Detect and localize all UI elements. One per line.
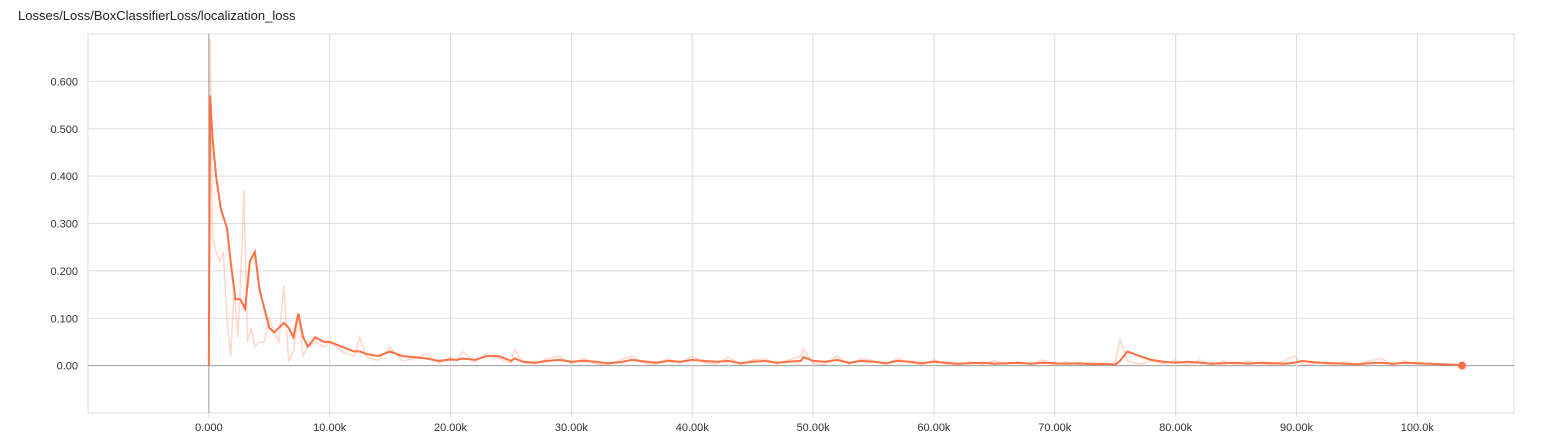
x-tick-label: 0.000 <box>195 422 223 434</box>
chart-title: Losses/Loss/BoxClassifierLoss/localizati… <box>18 8 296 23</box>
x-tick-label: 60.00k <box>917 422 951 434</box>
y-tick-label: 0.600 <box>50 76 78 88</box>
x-tick-label: 40.00k <box>676 422 710 434</box>
x-tick-label: 20.00k <box>434 422 468 434</box>
x-tick-label: 50.00k <box>797 422 831 434</box>
x-tick-label: 70.00k <box>1038 422 1072 434</box>
y-tick-label: 0.00 <box>57 361 78 373</box>
raw-series-line <box>208 38 1463 367</box>
series-endpoint-marker <box>1458 361 1467 370</box>
x-tick-label: 90.00k <box>1280 422 1314 434</box>
y-tick-label: 0.200 <box>50 266 78 278</box>
y-tick-label: 0.500 <box>50 124 78 136</box>
y-tick-label: 0.300 <box>50 219 78 231</box>
smoothed-series-line <box>207 95 1463 367</box>
x-tick-label: 80.00k <box>1159 422 1193 434</box>
x-tick-label: 100.0k <box>1401 422 1435 434</box>
x-tick-label: 30.00k <box>555 422 589 434</box>
y-tick-label: 0.400 <box>50 171 78 183</box>
x-tick-label: 10.00k <box>313 422 347 434</box>
y-tick-label: 0.100 <box>50 313 78 325</box>
